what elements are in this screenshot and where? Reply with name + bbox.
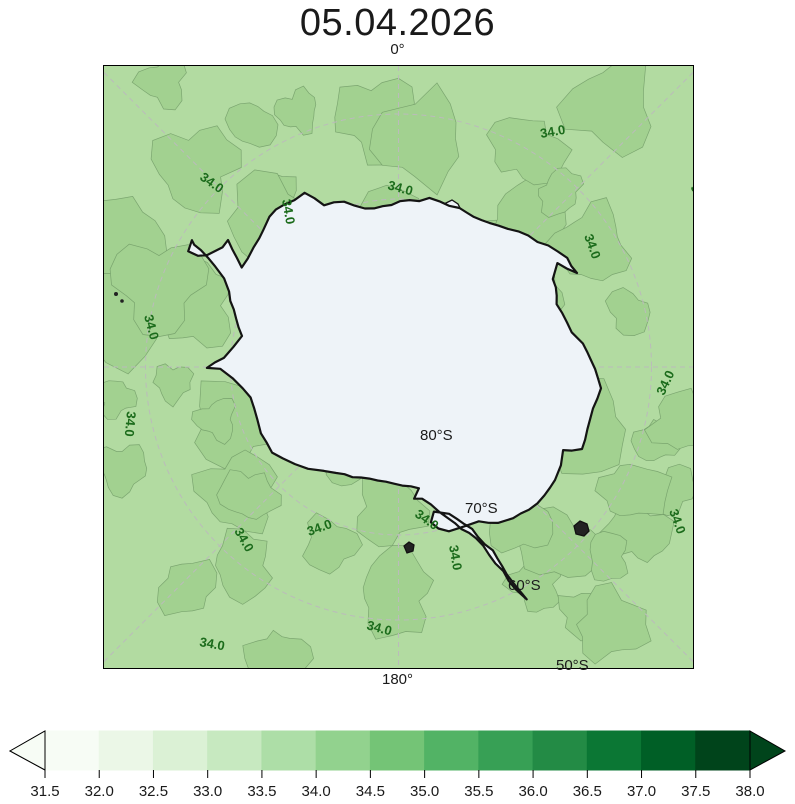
svg-text:32.5: 32.5 — [139, 783, 168, 800]
svg-text:36.0: 36.0 — [518, 783, 547, 800]
svg-text:33.5: 33.5 — [247, 783, 276, 800]
svg-text:36.5: 36.5 — [573, 783, 602, 800]
svg-text:37.5: 37.5 — [681, 783, 710, 800]
svg-text:31.5: 31.5 — [30, 783, 59, 800]
svg-text:37.0: 37.0 — [627, 783, 656, 800]
svg-text:38.0: 38.0 — [735, 783, 764, 800]
svg-text:33.0: 33.0 — [193, 783, 222, 800]
svg-text:34.0: 34.0 — [302, 783, 331, 800]
svg-text:35.5: 35.5 — [464, 783, 493, 800]
svg-text:35.0: 35.0 — [410, 783, 439, 800]
svg-text:32.0: 32.0 — [85, 783, 114, 800]
svg-text:34.5: 34.5 — [356, 783, 385, 800]
